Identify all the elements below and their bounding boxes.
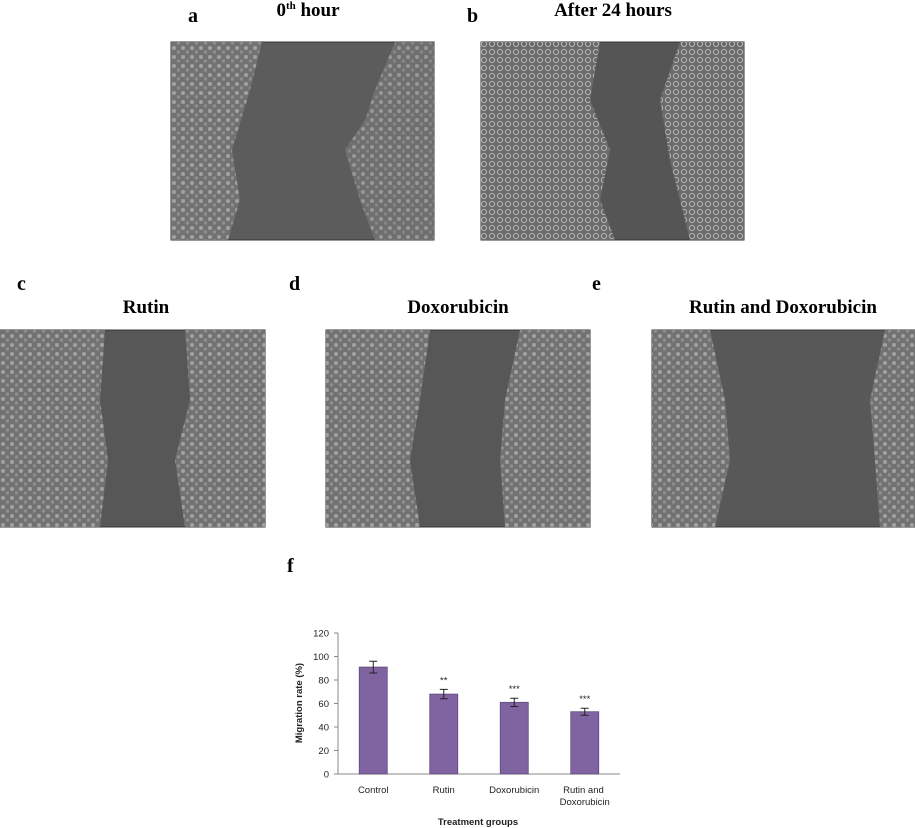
panel-title-text: hour (296, 0, 340, 21)
bar (358, 666, 388, 775)
panel-title: Rutin and Doxorubicin (689, 297, 877, 318)
y-tick-label: 60 (318, 699, 329, 710)
bar (429, 693, 459, 775)
y-tick-label: 100 (313, 652, 329, 663)
panel-label: d (289, 273, 300, 295)
y-tick-label: 40 (318, 723, 329, 734)
micrograph (325, 329, 591, 528)
bar (570, 711, 600, 775)
y-tick-label: 80 (318, 676, 329, 687)
error-bar (439, 688, 448, 700)
error-bar (510, 697, 519, 707)
significance-label: *** (509, 684, 520, 695)
panel-label: c (17, 273, 26, 295)
x-tick-label: Doxorubicin (489, 785, 539, 796)
x-tick-label: Rutin (433, 785, 455, 796)
panel-label: e (592, 273, 601, 295)
x-tick-label: Rutin and Doxorubicin (560, 785, 610, 808)
significance-label: *** (579, 694, 590, 705)
x-tick-label: Control (358, 785, 389, 796)
x-axis-title: Treatment groups (438, 817, 518, 828)
panel-title: 0th hour (276, 0, 340, 21)
error-bar (369, 660, 378, 674)
micrograph (170, 41, 435, 241)
panel-title-text: 0 (276, 0, 286, 21)
panel-label: b (467, 5, 478, 27)
significance-label: ** (440, 675, 448, 686)
y-tick-label: 120 (313, 629, 329, 640)
bar (499, 701, 529, 775)
micrograph (480, 41, 745, 241)
micrograph (0, 329, 266, 528)
panel-label: a (188, 5, 198, 27)
y-axis-title: Migration rate (%) (294, 663, 305, 743)
panel-title: After 24 hours (554, 0, 672, 21)
y-tick-label: 20 (318, 746, 329, 757)
panel-title: Rutin (123, 297, 170, 318)
error-bar (580, 707, 589, 716)
panel-title-sup: th (286, 0, 296, 12)
panel-title: Doxorubicin (407, 297, 509, 318)
micrograph (651, 329, 915, 528)
y-tick-label: 0 (324, 770, 329, 781)
panel-label: f (287, 555, 294, 577)
